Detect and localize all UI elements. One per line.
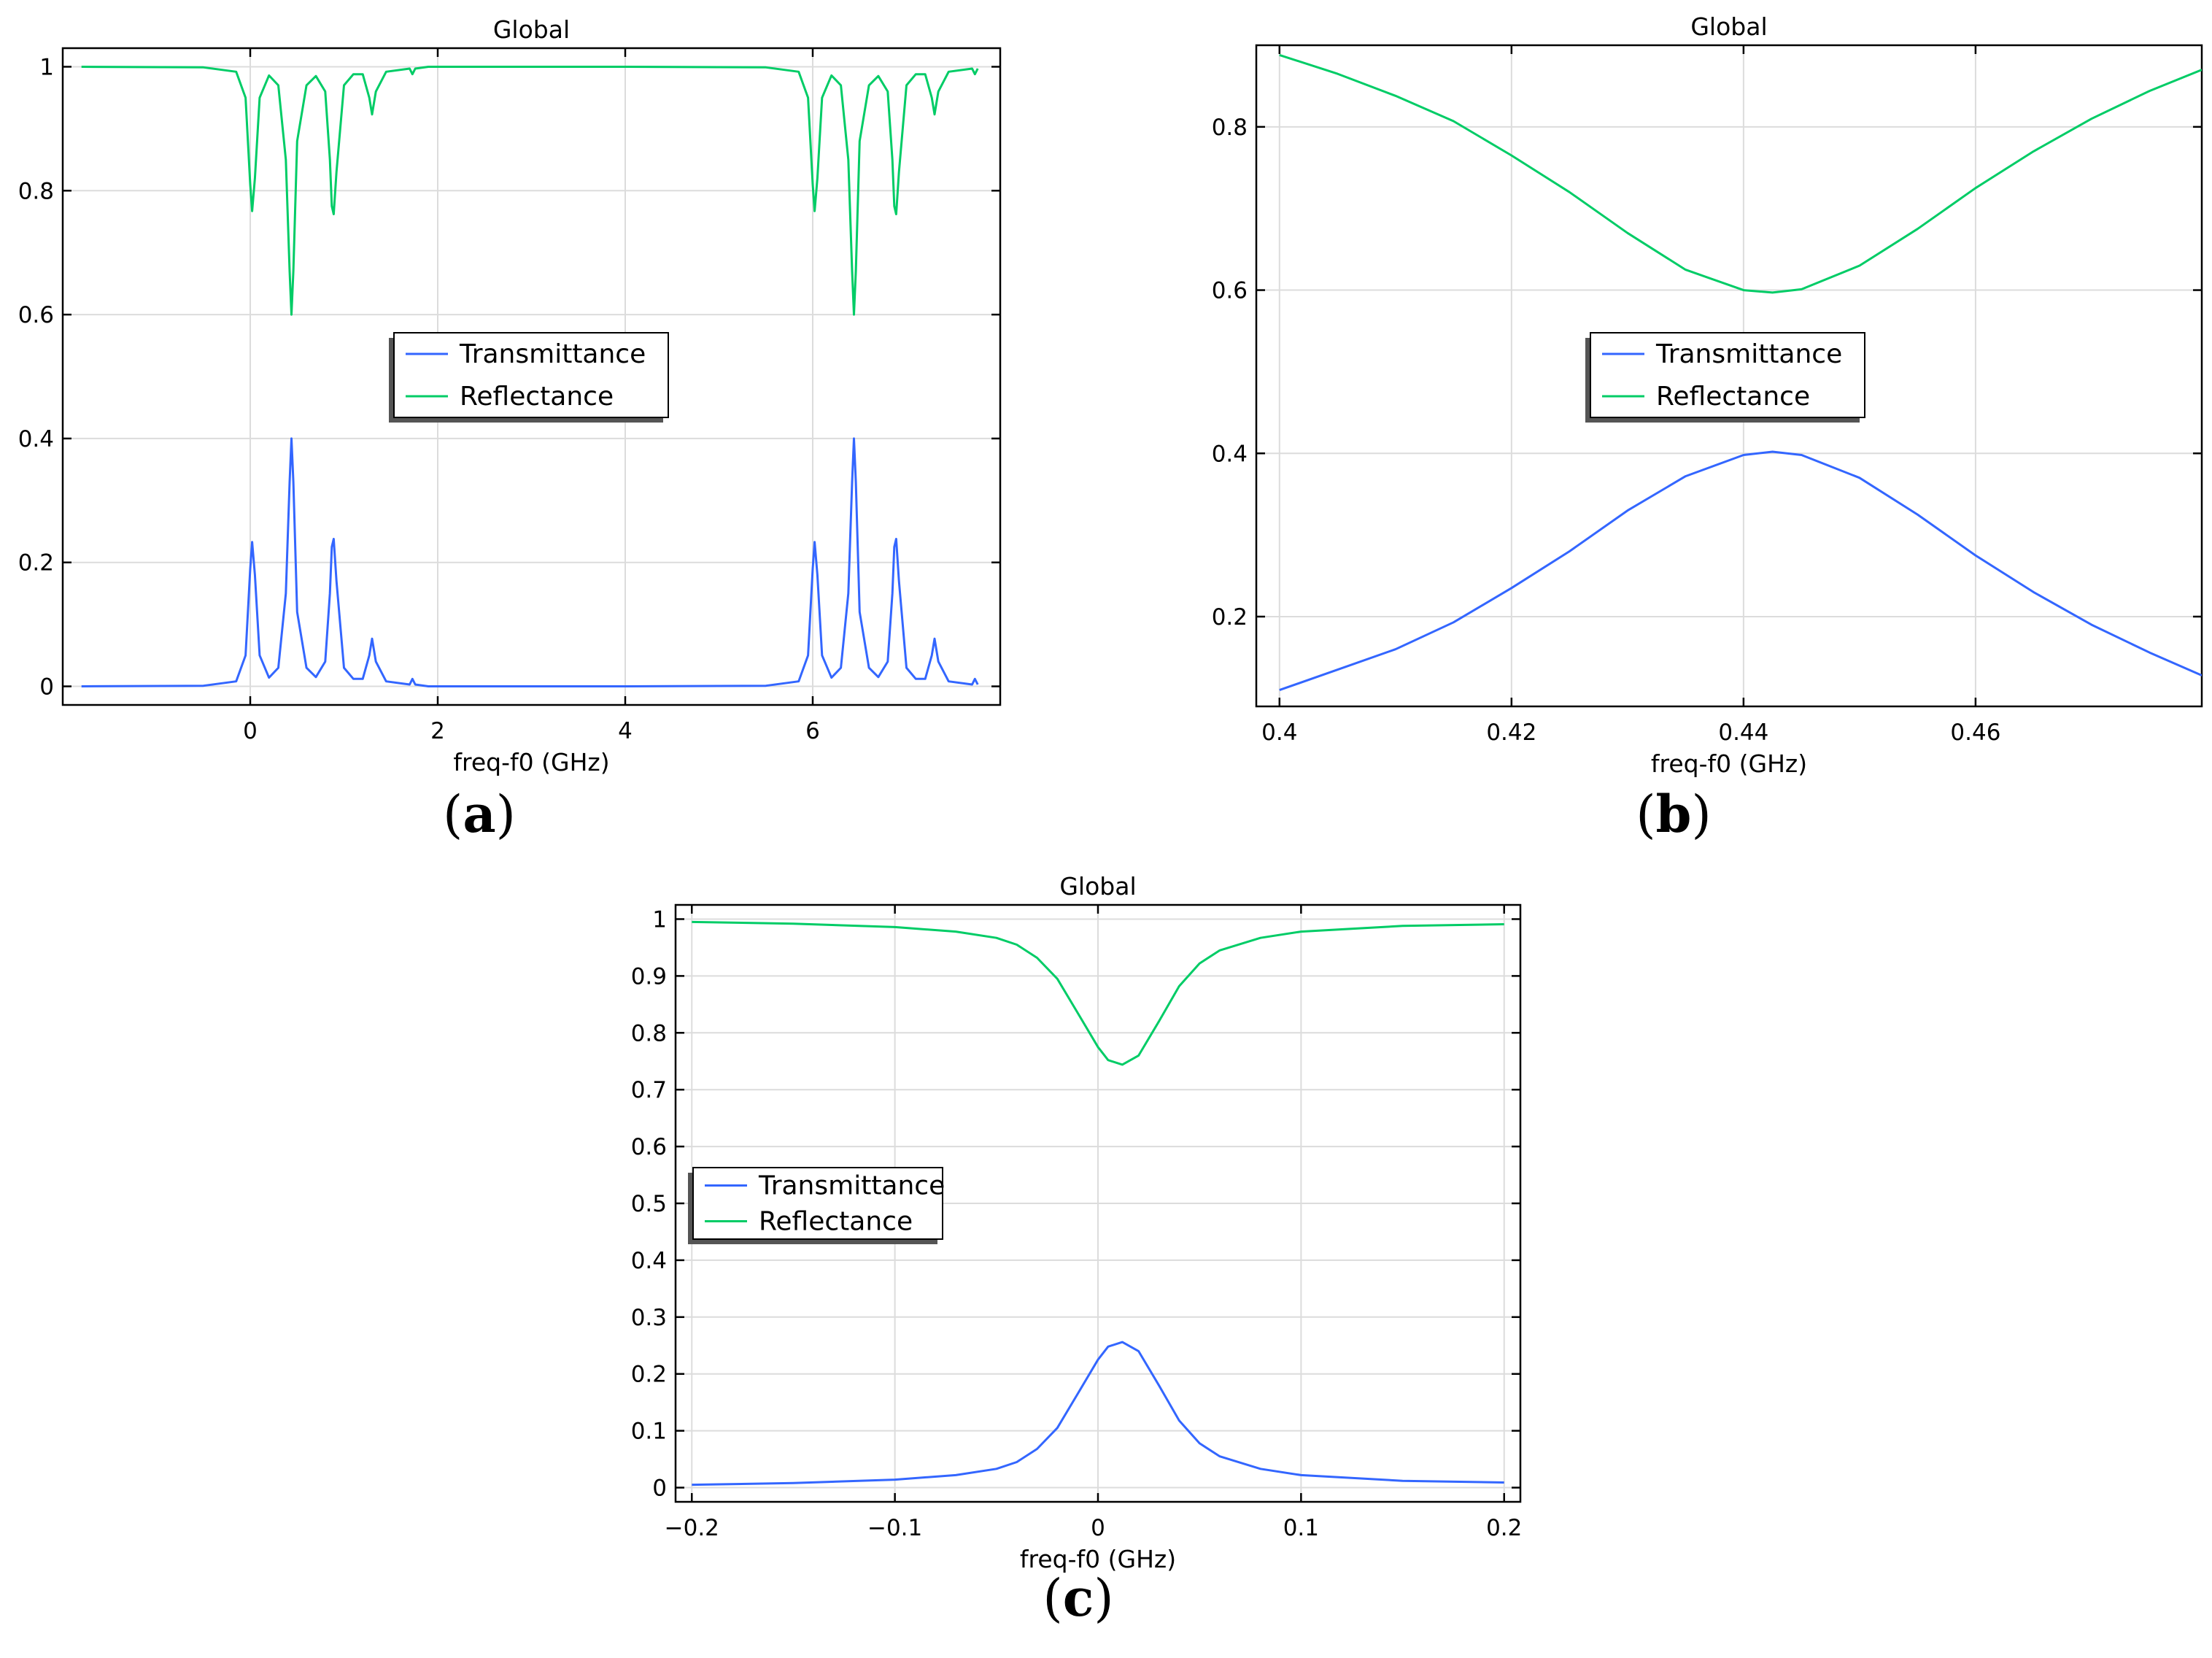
- x-tick-label: 0.2: [1486, 1515, 1522, 1541]
- plot-frame: [61, 47, 1002, 706]
- panel-label: (c): [1043, 1568, 1113, 1628]
- x-tick-label: 0: [1091, 1515, 1105, 1541]
- legend: Transmittance Reflectance: [688, 1167, 945, 1244]
- legend-box: [692, 1167, 943, 1240]
- chart-title: Global: [1059, 872, 1136, 901]
- legend: Transmittance Reflectance: [389, 332, 669, 423]
- series-line-reflectance: [692, 920, 1504, 1066]
- x-tick-label: 0: [243, 718, 258, 744]
- legend-label-transmittance: Transmittance: [758, 1171, 945, 1201]
- x-tick-label: −0.2: [665, 1515, 719, 1541]
- y-tick-label: 0.2: [18, 550, 54, 577]
- panel-label: (a): [443, 784, 516, 844]
- legend-label-reflectance: Reflectance: [759, 1207, 913, 1237]
- y-tick-label: 0.2: [1212, 604, 1248, 631]
- y-tick-label: 0.6: [18, 302, 54, 328]
- y-tick-label: 0.7: [631, 1077, 667, 1103]
- series-line-reflectance: [1279, 53, 2202, 294]
- y-tick-label: 0.4: [18, 426, 54, 452]
- x-tick-label: 4: [618, 718, 633, 744]
- series-line-transmittance: [692, 1341, 1504, 1487]
- x-tick-label: 0.42: [1486, 720, 1536, 746]
- chart-panel-c: −0.2 −0.1 0 0.1 0.2 0 0.1 0.2 0.3 0.4 0.5 0.6 0.7 0.8…: [631, 872, 1523, 1573]
- chart-title: Global: [1690, 12, 1767, 41]
- y-tick-label: 0.6: [631, 1134, 667, 1160]
- x-tick-label: 6: [805, 718, 820, 744]
- plot-frame: [1255, 44, 2203, 708]
- x-tick-label: 0.1: [1283, 1515, 1319, 1541]
- y-tick-label: 0.9: [631, 963, 667, 990]
- series-line-transmittance: [1279, 450, 2202, 692]
- panel-label: (b): [1636, 784, 1712, 844]
- panel-letter: a: [463, 784, 495, 844]
- x-tick-label: 0.4: [1261, 720, 1297, 746]
- series-line-transmittance: [81, 437, 979, 687]
- legend-label-reflectance: Reflectance: [1656, 382, 1810, 412]
- y-tick-label: 0.4: [1212, 441, 1248, 467]
- y-tick-label: 0.8: [1212, 115, 1248, 141]
- legend-label-reflectance: Reflectance: [460, 382, 614, 412]
- legend-label-transmittance: Transmittance: [459, 339, 646, 369]
- y-tick-label: 0.3: [631, 1305, 667, 1331]
- panel-letter: c: [1063, 1568, 1094, 1628]
- y-tick-label: 0.8: [631, 1020, 667, 1046]
- chart-title: Global: [493, 15, 570, 44]
- x-tick-label: −0.1: [867, 1515, 922, 1541]
- x-axis-label: freq-f0 (GHz): [1020, 1545, 1176, 1573]
- x-tick-label: 0.44: [1718, 720, 1768, 746]
- y-tick-label: 0: [652, 1476, 667, 1502]
- series-line-reflectance: [81, 66, 979, 316]
- legend: Transmittance Reflectance: [1585, 332, 1865, 423]
- x-tick-label: 2: [430, 718, 445, 744]
- y-tick-label: 0.5: [631, 1191, 667, 1217]
- legend-label-transmittance: Transmittance: [1655, 339, 1842, 369]
- x-tick-label: 0.46: [1950, 720, 2000, 746]
- y-tick-label: 0.8: [18, 178, 54, 204]
- y-tick-label: 1: [39, 54, 54, 80]
- x-axis-label: freq-f0 (GHz): [453, 748, 609, 776]
- legend-box: [1590, 332, 1865, 418]
- y-tick-label: 0.1: [631, 1419, 667, 1445]
- y-tick-label: 0: [39, 674, 54, 701]
- y-tick-label: 0.4: [631, 1248, 667, 1274]
- panel-letter: b: [1656, 784, 1692, 844]
- chart-panel-a: 0 2 4 6 0 0.2 0.4 0.6 0.8 1 Global freq-f0 (GHz) Tra…: [18, 15, 1002, 776]
- y-tick-label: 1: [652, 906, 667, 933]
- legend-box: [393, 332, 669, 418]
- y-tick-label: 0.6: [1212, 278, 1248, 304]
- y-tick-label: 0.2: [631, 1362, 667, 1388]
- x-axis-label: freq-f0 (GHz): [1651, 749, 1807, 778]
- chart-panel-b: 0.4 0.42 0.44 0.46 0.2 0.4 0.6 0.8 Global freq-f0…: [1212, 12, 2203, 778]
